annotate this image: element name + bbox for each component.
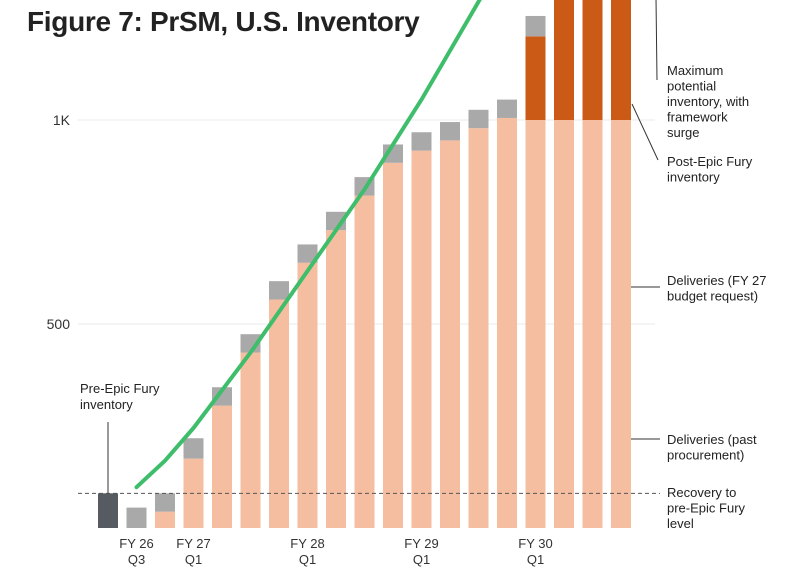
bar-past-procurement xyxy=(354,195,375,529)
bar-pre-epic xyxy=(98,493,118,528)
bar-past-procurement xyxy=(411,150,432,528)
bar-past-procurement xyxy=(240,352,261,528)
annotation-max-potential: potential xyxy=(667,79,716,94)
max-potential-line xyxy=(134,0,482,490)
bar-post-epic xyxy=(440,122,460,141)
bar-past-procurement xyxy=(468,128,489,528)
bar-post-epic xyxy=(126,507,147,528)
x-tick-sublabel: Q1 xyxy=(185,552,202,567)
bar-post-epic xyxy=(497,99,517,118)
bar-post-epic xyxy=(468,109,489,129)
bar-past-procurement xyxy=(212,405,232,528)
x-tick-sublabel: Q1 xyxy=(527,552,544,567)
bar-past-procurement xyxy=(611,120,631,528)
bar-past-procurement xyxy=(440,140,460,528)
annotation-pre-epic: Pre-Epic Fury xyxy=(80,381,160,396)
x-tick-label: FY 27 xyxy=(176,536,210,551)
annotation-max-potential: Maximum xyxy=(667,63,723,78)
bar-past-procurement xyxy=(269,299,289,528)
annotation-max-potential: framework xyxy=(667,110,728,125)
bar-past-procurement xyxy=(582,120,603,528)
bar-post-epic xyxy=(525,15,546,37)
max-potential-line-group xyxy=(134,0,482,490)
y-tick-label: 1K xyxy=(53,112,71,128)
annotation-max-potential: inventory, with xyxy=(667,94,749,109)
bar-post-epic xyxy=(155,493,175,512)
leader-post-epic xyxy=(631,103,659,161)
bar-series xyxy=(98,0,631,529)
annotation-recovery: level xyxy=(667,516,694,531)
annotation-post-epic: Post-Epic Fury xyxy=(667,154,753,169)
bar-past-procurement xyxy=(155,511,175,528)
x-tick-sublabel: Q1 xyxy=(413,552,430,567)
bar-post-epic xyxy=(183,438,204,459)
x-tick-sublabel: Q1 xyxy=(299,552,316,567)
annotation-max-potential: surge xyxy=(667,125,700,140)
bar-past-procurement xyxy=(383,162,403,528)
bar-fy27-deliveries xyxy=(611,0,631,120)
leader-max-potential xyxy=(655,0,658,81)
bar-fy27-deliveries xyxy=(525,36,546,120)
y-axis-ticks: 5001K1.5K2K xyxy=(47,112,71,332)
y-tick-label: 500 xyxy=(47,316,71,332)
bar-post-epic xyxy=(212,387,232,406)
bar-past-procurement xyxy=(326,230,346,528)
annotation-fy27: budget request) xyxy=(667,289,758,304)
bar-post-epic xyxy=(411,132,432,151)
x-tick-sublabel: Q3 xyxy=(128,552,145,567)
annotation-recovery: pre-Epic Fury xyxy=(667,501,746,516)
chart-title: Figure 7: PrSM, U.S. Inventory xyxy=(27,6,420,37)
annotation-past: Deliveries (past xyxy=(667,432,757,447)
bar-post-epic xyxy=(297,244,318,263)
x-tick-label: FY 29 xyxy=(404,536,438,551)
annotation-pre-epic: inventory xyxy=(80,397,133,412)
bar-past-procurement xyxy=(497,117,517,529)
bar-past-procurement xyxy=(525,120,546,528)
annotation-past: procurement) xyxy=(667,448,744,463)
x-tick-label: FY 30 xyxy=(518,536,552,551)
annotation-recovery: Recovery to xyxy=(667,485,736,500)
x-tick-label: FY 28 xyxy=(290,536,324,551)
bar-past-procurement xyxy=(297,262,318,528)
bar-past-procurement xyxy=(554,120,574,528)
bar-fy27-deliveries xyxy=(554,0,574,120)
annotation-fy27: Deliveries (FY 27 xyxy=(667,273,766,288)
x-tick-label: FY 26 xyxy=(119,536,153,551)
annotation-post-epic: inventory xyxy=(667,170,720,185)
bar-fy27-deliveries xyxy=(582,0,603,121)
bar-post-epic xyxy=(269,281,289,300)
